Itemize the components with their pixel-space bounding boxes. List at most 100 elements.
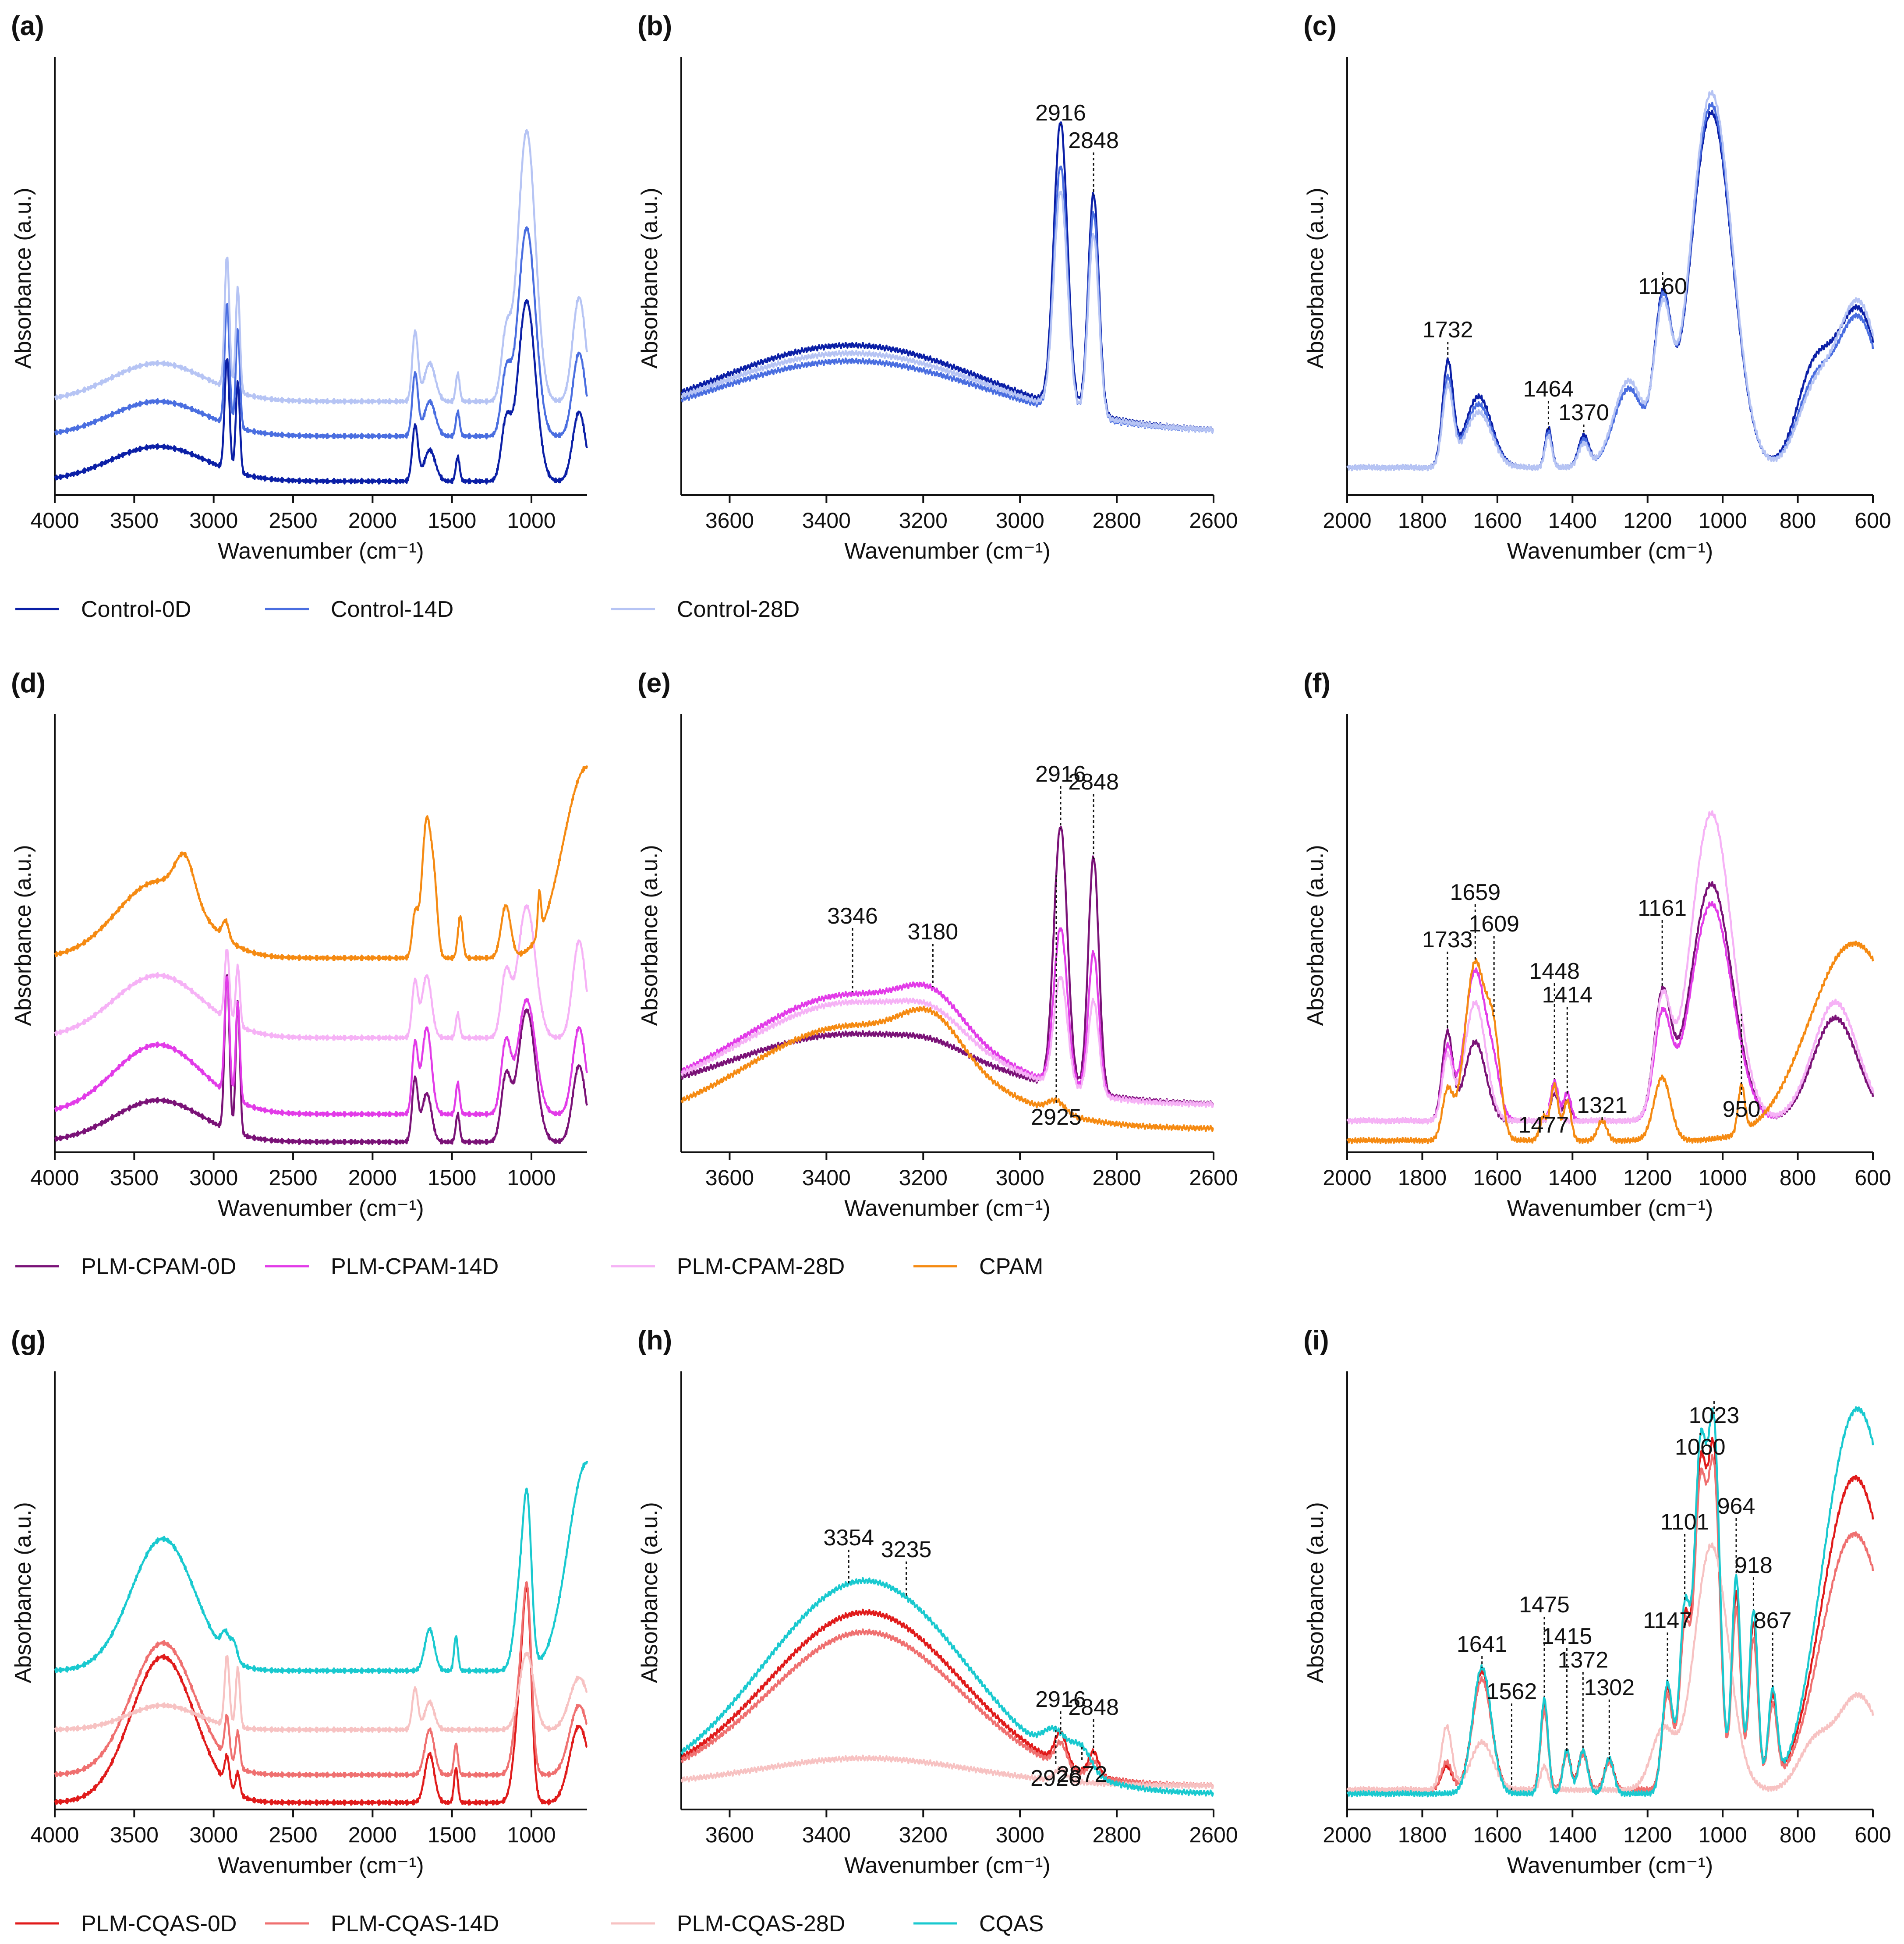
x-tick-label-b-3600: 3600 — [705, 508, 754, 533]
peak-label-f-1448: 1448 — [1529, 959, 1580, 984]
x-tick-label-h-2600: 2600 — [1189, 1823, 1238, 1847]
panel-h: (h) 3600 3400 3200 3000 2800 2600 Wavenumber (c… — [637, 1325, 1238, 1878]
series-line-a-control-0d — [54, 299, 588, 485]
peak-label-b-2848: 2848 — [1068, 128, 1119, 153]
peak-label-i-1101: 1101 — [1660, 1509, 1709, 1535]
y-axis-title-f: Absorbance (a.u.) — [1303, 845, 1328, 1026]
x-tick-label-g-4000: 4000 — [30, 1823, 79, 1847]
x-tick-label-b-3400: 3400 — [802, 508, 851, 533]
legend-label-plm-cpam-14d: PLM-CPAM-14D — [331, 1254, 499, 1279]
panel-label-e: (e) — [637, 668, 671, 698]
legend-row-1: Control-0D Control-14D Control-28D — [15, 597, 800, 622]
x-tick-label-b-3200: 3200 — [899, 508, 948, 533]
x-tick-label-h-3600: 3600 — [705, 1823, 754, 1847]
panel-label-f: (f) — [1303, 668, 1331, 698]
x-tick-label-f-600: 600 — [1854, 1165, 1891, 1190]
series-line-a-control-28d — [54, 129, 588, 405]
peak-label-c-1370: 1370 — [1558, 400, 1609, 425]
x-tick-label-a-1000: 1000 — [507, 508, 556, 533]
peak-label-e-2916: 2916 — [1035, 761, 1086, 787]
peak-label-h-3354: 3354 — [823, 1525, 874, 1551]
x-tick-label-e-2600: 2600 — [1189, 1165, 1238, 1190]
x-tick-label-e-3400: 3400 — [802, 1165, 851, 1190]
peak-label-i-1562: 1562 — [1486, 1679, 1537, 1704]
x-tick-label-b-2600: 2600 — [1189, 508, 1238, 533]
series-line-e-plm-cpam-0d — [680, 826, 1214, 1108]
y-axis-title-i: Absorbance (a.u.) — [1303, 1502, 1328, 1683]
x-tick-label-i-2000: 2000 — [1323, 1823, 1371, 1847]
x-tick-label-i-1400: 1400 — [1548, 1823, 1597, 1847]
peak-label-f-1321: 1321 — [1577, 1093, 1628, 1118]
series-line-c-control-0d — [1346, 110, 1874, 471]
peak-label-f-950: 950 — [1723, 1097, 1761, 1122]
peak-label-i-867: 867 — [1754, 1608, 1792, 1633]
x-tick-label-g-2500: 2500 — [269, 1823, 317, 1847]
y-axis-title-c: Absorbance (a.u.) — [1303, 188, 1328, 368]
peak-label-h-2848: 2848 — [1068, 1695, 1119, 1720]
x-tick-label-c-1400: 1400 — [1548, 508, 1597, 533]
series-line-e-cpam — [680, 1006, 1214, 1132]
x-tick-label-h-3400: 3400 — [802, 1823, 851, 1847]
y-axis-title-d: Absorbance (a.u.) — [11, 845, 36, 1026]
x-axis-title-i: Wavenumber (cm⁻¹) — [1507, 1853, 1713, 1878]
x-tick-label-b-2800: 2800 — [1092, 508, 1141, 533]
legend-label-control-14d: Control-14D — [331, 597, 453, 622]
x-tick-label-a-2000: 2000 — [348, 508, 397, 533]
peak-label-f-1609: 1609 — [1469, 911, 1519, 937]
series-line-g-plm-cqas-0d — [54, 1585, 588, 1806]
peak-label-h-2926: 2926 — [1030, 1766, 1081, 1791]
peak-label-c-1464: 1464 — [1523, 376, 1574, 402]
x-axis-title-h: Wavenumber (cm⁻¹) — [844, 1853, 1050, 1878]
panel-label-g: (g) — [11, 1325, 46, 1356]
peak-label-f-1659: 1659 — [1450, 880, 1501, 905]
x-tick-label-d-1500: 1500 — [428, 1165, 476, 1190]
x-tick-label-b-3000: 3000 — [996, 508, 1044, 533]
x-tick-label-d-4000: 4000 — [30, 1165, 79, 1190]
x-tick-label-c-800: 800 — [1780, 508, 1816, 533]
series-line-h-plm-cqas-28d — [681, 1754, 1214, 1789]
series-line-g-plm-cqas-14d — [54, 1581, 587, 1778]
x-tick-label-i-1800: 1800 — [1398, 1823, 1447, 1847]
series-line-g-cqas — [54, 1461, 588, 1674]
peak-label-c-1732: 1732 — [1423, 317, 1473, 343]
series-line-d-plm-cpam-14d — [54, 975, 588, 1118]
x-tick-label-g-3000: 3000 — [189, 1823, 238, 1847]
x-axis-title-d: Wavenumber (cm⁻¹) — [218, 1196, 424, 1221]
series-line-c-control-28d — [1346, 90, 1874, 471]
panel-b: (b) 3600 3400 3200 3000 2800 2600 Wavenumber (c… — [637, 11, 1238, 564]
legend-label-plm-cqas-14d: PLM-CQAS-14D — [331, 1911, 499, 1937]
x-axis-title-b: Wavenumber (cm⁻¹) — [844, 538, 1050, 564]
peak-label-e-2925: 2925 — [1031, 1105, 1082, 1130]
peak-label-e-3346: 3346 — [827, 903, 878, 929]
peak-label-f-1733: 1733 — [1422, 927, 1473, 953]
x-axis-title-g: Wavenumber (cm⁻¹) — [218, 1853, 424, 1878]
panel-i: (i) 2000 1800 1600 1400 1200 1000 800 600 Wavenum… — [1303, 1325, 1891, 1878]
x-tick-label-c-1000: 1000 — [1699, 508, 1747, 533]
legend-row-3: PLM-CQAS-0D PLM-CQAS-14D PLM-CQAS-28D CQAS — [15, 1911, 1044, 1937]
panel-e: (e) 3600 3400 3200 3000 2800 2600 Wavenumber (c… — [637, 668, 1238, 1221]
series-line-h-plm-cqas-14d — [680, 1628, 1214, 1789]
legend-label-cpam: CPAM — [979, 1254, 1043, 1279]
peak-label-h-3235: 3235 — [881, 1537, 932, 1562]
series-line-h-cqas — [680, 1577, 1214, 1797]
x-tick-label-f-1400: 1400 — [1548, 1165, 1597, 1190]
series-line-i-plm-cqas-28d — [1346, 1542, 1874, 1794]
series-line-f-plm-cpam-28d — [1346, 810, 1874, 1125]
x-axis-title-e: Wavenumber (cm⁻¹) — [844, 1196, 1050, 1221]
series-line-f-cpam — [1346, 940, 1874, 1144]
x-tick-label-e-3200: 3200 — [899, 1165, 948, 1190]
y-axis-title-a: Absorbance (a.u.) — [11, 188, 36, 368]
peak-label-i-1372: 1372 — [1557, 1647, 1608, 1673]
x-axis-title-a: Wavenumber (cm⁻¹) — [218, 538, 424, 564]
x-tick-label-f-1000: 1000 — [1699, 1165, 1747, 1190]
x-tick-label-d-2500: 2500 — [269, 1165, 317, 1190]
x-tick-label-a-2500: 2500 — [269, 508, 317, 533]
peak-label-h-2872: 2872 — [1057, 1762, 1108, 1787]
x-tick-label-a-3000: 3000 — [189, 508, 238, 533]
panel-label-h: (h) — [637, 1325, 672, 1356]
series-line-g-plm-cqas-28d — [54, 1651, 588, 1733]
y-axis-title-b: Absorbance (a.u.) — [637, 188, 662, 368]
peak-label-i-1641: 1641 — [1457, 1632, 1508, 1657]
x-tick-label-i-1200: 1200 — [1623, 1823, 1672, 1847]
peak-label-b-2916: 2916 — [1035, 100, 1086, 126]
